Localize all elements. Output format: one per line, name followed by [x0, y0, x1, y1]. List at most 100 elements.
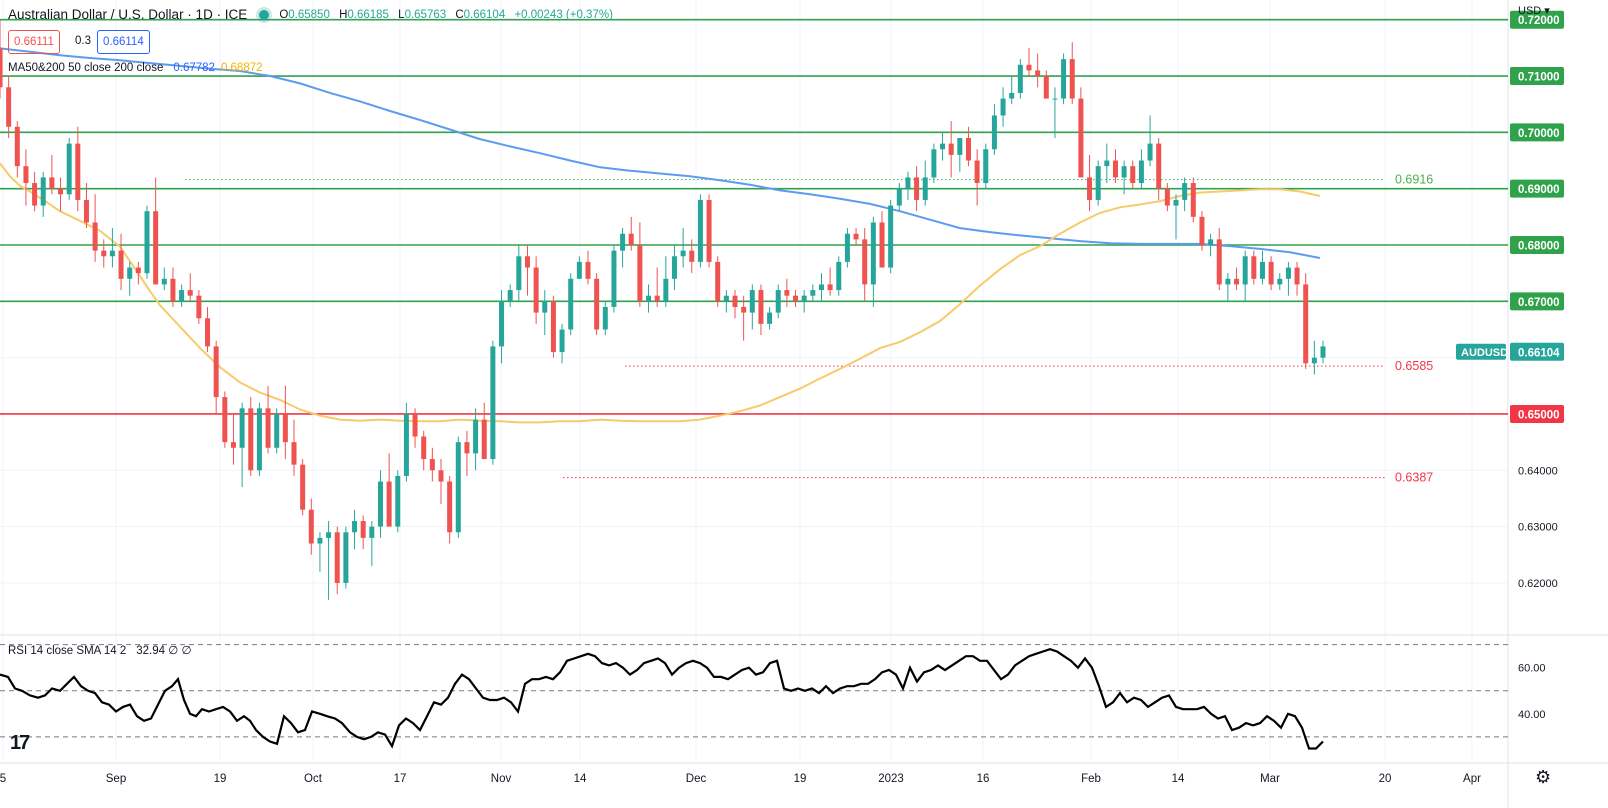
candle-body [153, 211, 159, 285]
date-axis-label: 14 [1172, 773, 1185, 785]
tradingview-logo-icon[interactable]: 17 [10, 732, 30, 754]
candle-body [1026, 64, 1032, 71]
candle-body [282, 413, 288, 443]
candle-body [931, 149, 937, 178]
candle-body [6, 87, 12, 127]
candle-body [403, 413, 409, 476]
candle-body [1268, 261, 1274, 285]
candle-body [1173, 199, 1179, 206]
candle-body [568, 278, 574, 330]
ma-legend-label: MA50&200 50 close 200 close [8, 62, 164, 74]
candle-body [793, 295, 799, 302]
ma50-value: 0.67782 [173, 62, 215, 74]
candle-body [1000, 98, 1006, 116]
low-value: 0.65763 [404, 8, 447, 21]
candle-body [256, 408, 262, 471]
candle-body [1061, 59, 1067, 99]
date-axis-label: 14 [574, 773, 587, 785]
candle-body [481, 419, 487, 460]
price-axis-tag [1510, 123, 1564, 142]
price-axis-tag [1510, 404, 1564, 423]
candle-body [715, 261, 721, 302]
date-axis-label: 5 [0, 773, 6, 785]
close-value: 0.66104 [463, 8, 506, 21]
candle-body [516, 256, 522, 291]
candle-body [274, 413, 280, 448]
candle-body [1225, 278, 1231, 285]
last-price-label: 0.66104 [1518, 347, 1560, 359]
last-price-tag [1510, 342, 1564, 361]
gear-icon[interactable]: ⚙ [1535, 767, 1552, 787]
change-value: +0.00243 (+0.37%) [514, 8, 613, 21]
candle-body [1320, 346, 1326, 358]
candle-body [1285, 267, 1291, 279]
candle-body [0, 47, 3, 88]
level-annotation: 0.6387 [1395, 471, 1433, 485]
candle-body [127, 267, 133, 279]
candle-body [594, 278, 600, 330]
rsi-legend[interactable]: RSI 14 close SMA 14 2 32.94 ∅ ∅ [8, 643, 191, 657]
live-dot-icon [259, 9, 270, 20]
candle-body [1069, 59, 1075, 99]
buy-button[interactable]: 0.66114 [97, 30, 150, 54]
candle-body [429, 459, 435, 471]
candle-body [576, 261, 582, 279]
candle-body [308, 509, 314, 544]
price-axis-label: 0.70000 [1518, 128, 1560, 140]
candle-body [1199, 216, 1205, 246]
candle-body [1182, 183, 1188, 200]
date-axis-label: Nov [491, 773, 512, 785]
candle-body [109, 250, 115, 257]
candle-body [1277, 278, 1283, 285]
candle-body [334, 532, 340, 583]
candle-body [974, 160, 980, 184]
candle-body [983, 149, 989, 184]
candle-body [1208, 239, 1214, 246]
candle-body [40, 177, 46, 206]
candle-body [187, 290, 193, 296]
candle-body [1078, 98, 1084, 178]
candle-body [905, 177, 911, 189]
candle-body [646, 295, 652, 302]
candle-body [767, 312, 773, 324]
candle-body [706, 199, 712, 262]
candle-body [723, 295, 729, 302]
close-label: C [455, 8, 464, 21]
price-axis-label: 0.67000 [1518, 297, 1560, 309]
candle-body [343, 532, 349, 583]
candle-body [352, 520, 358, 533]
rsi-axis-label: 60.00 [1518, 663, 1546, 675]
symbol-tag [1456, 343, 1506, 360]
sell-button[interactable]: 0.66111 [8, 30, 60, 54]
candle-body [14, 126, 20, 167]
candle-body [1009, 92, 1015, 99]
ma-legend[interactable]: MA50&200 50 close 200 close 0.67782 0.6887… [8, 62, 263, 74]
price-axis-label: 0.69000 [1518, 184, 1560, 196]
candle-body [386, 481, 392, 527]
candle-body [585, 261, 591, 279]
candle-body [870, 222, 876, 285]
candle-body [1138, 160, 1144, 184]
candle-body [1017, 64, 1023, 93]
candle-body [671, 256, 677, 279]
candle-body [879, 222, 885, 268]
horizontal-levels [0, 18, 1508, 415]
date-axis-label: Dec [686, 773, 707, 785]
candle-body [412, 413, 418, 437]
candle-body [161, 278, 167, 285]
price-axis-label: 0.68000 [1518, 241, 1560, 253]
currency-selector[interactable]: USD ▾ [1518, 5, 1550, 17]
candle-body [170, 278, 176, 302]
date-axis-label: 19 [214, 773, 227, 785]
symbol-title[interactable]: Australian Dollar / U.S. Dollar · 1D · I… [8, 7, 248, 22]
candle-body [896, 188, 902, 206]
candle-body [663, 278, 669, 302]
candle-body [914, 177, 920, 200]
date-axis-label: 19 [794, 773, 807, 785]
candle-body [507, 290, 513, 302]
candle-body [317, 537, 323, 544]
price-axis-tag [1510, 292, 1564, 311]
candle-body [49, 177, 55, 189]
candle-body [222, 397, 228, 443]
